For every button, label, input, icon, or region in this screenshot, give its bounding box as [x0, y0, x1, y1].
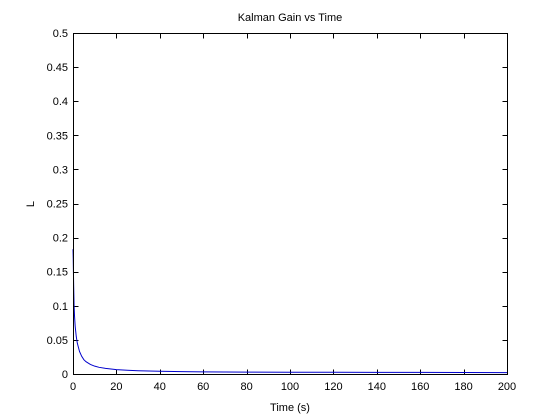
y-axis-label: L — [25, 201, 37, 207]
x-tick-label: 40 — [154, 381, 166, 393]
x-tick-label: 200 — [498, 381, 516, 393]
y-tick-label: 0.05 — [47, 335, 68, 347]
x-tick-label: 180 — [454, 381, 472, 393]
series-layer — [72, 249, 508, 374]
x-tick-label: 120 — [324, 381, 342, 393]
x-tick-label: 20 — [110, 381, 122, 393]
x-tick-label: 0 — [70, 381, 76, 393]
y-tick-label: 0.1 — [53, 301, 68, 313]
chart-title: Kalman Gain vs Time — [238, 12, 343, 24]
x-tick-label: 140 — [368, 381, 386, 393]
y-tick-label: 0.5 — [53, 28, 68, 40]
y-tick-label: 0.35 — [47, 130, 68, 142]
x-tick-label: 160 — [411, 381, 429, 393]
plot-frame — [73, 33, 508, 375]
y-tick-label: 0 — [62, 369, 68, 381]
axis-ticks: 0 20 40 60 80 100 120 140 160 180 200 0 0.05 0.1 0.15 0… — [47, 28, 517, 393]
y-tick-label: 0.2 — [53, 233, 68, 245]
x-tick-label: 60 — [197, 381, 209, 393]
x-tick-label: 100 — [281, 381, 299, 393]
y-tick-label: 0.15 — [47, 267, 68, 279]
y-tick-label: 0.4 — [53, 96, 68, 108]
x-axis-label: Time (s) — [270, 402, 310, 414]
series-line — [72, 249, 508, 374]
x-tick-label: 80 — [240, 381, 252, 393]
y-tick-label: 0.3 — [53, 164, 68, 176]
y-tick-label: 0.25 — [47, 199, 68, 211]
y-tick-label: 0.45 — [47, 62, 68, 74]
